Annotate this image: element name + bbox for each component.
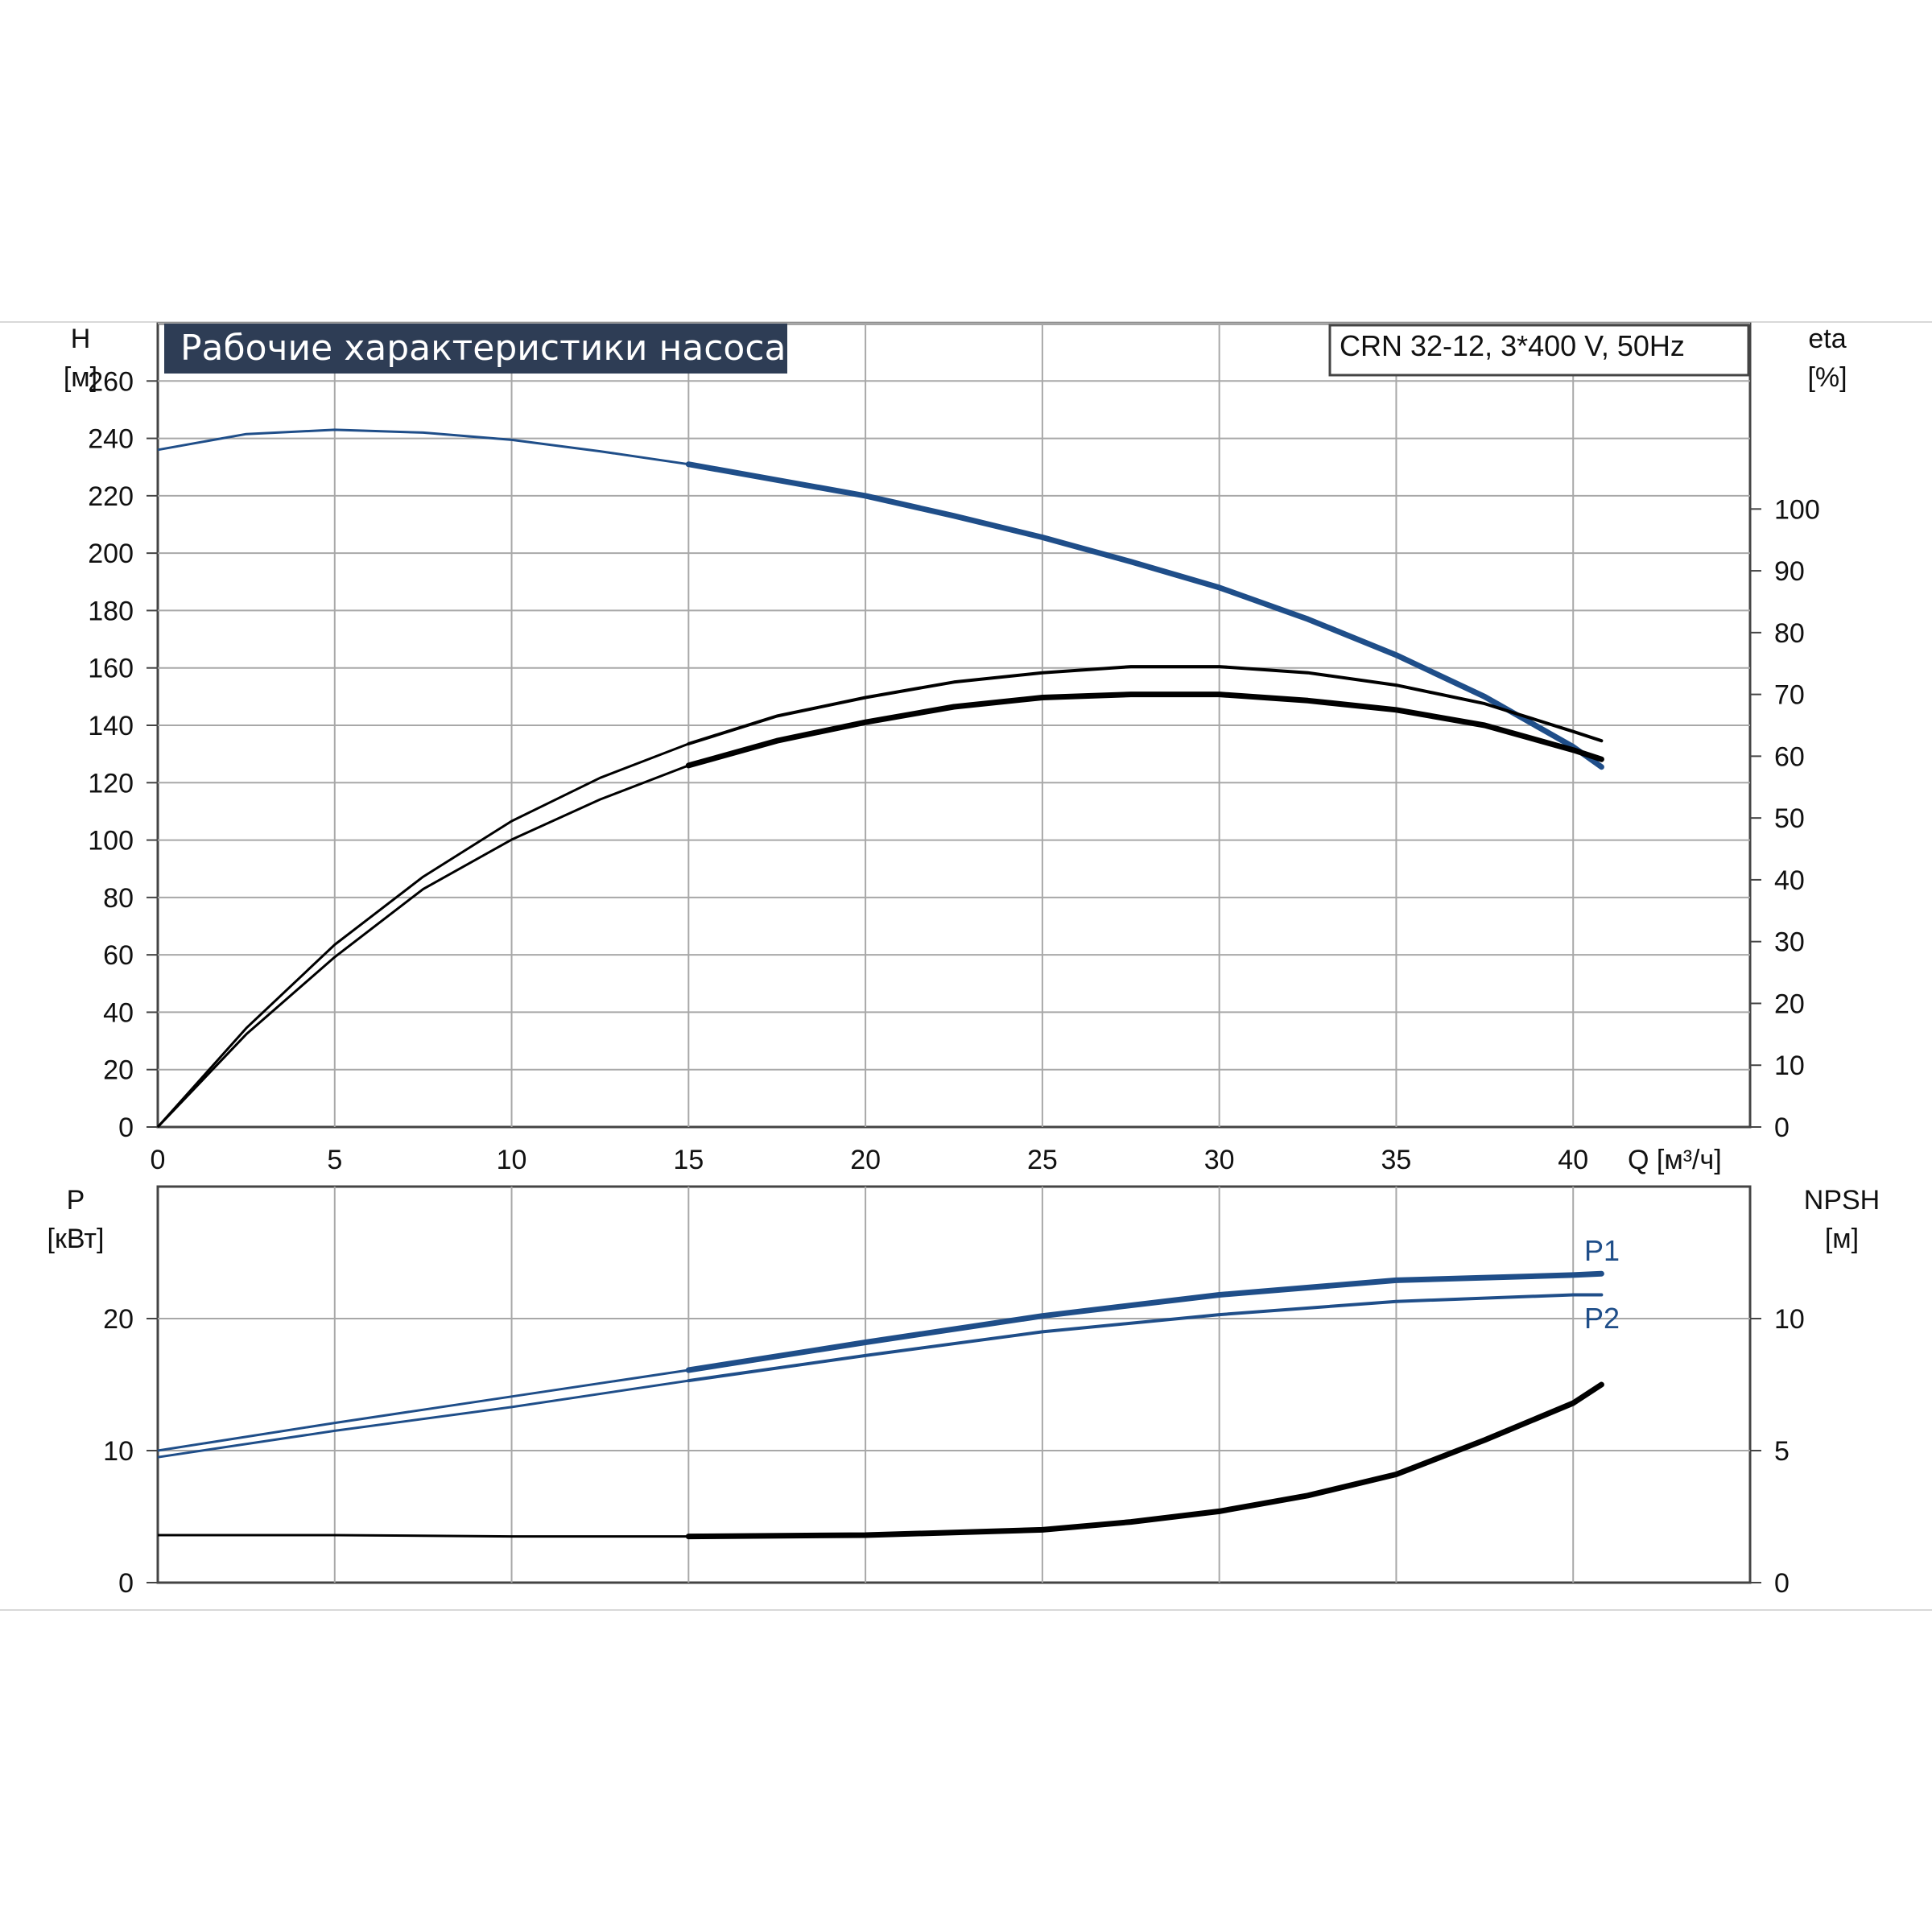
bottom-grid xyxy=(158,1187,1750,1583)
title-box xyxy=(164,324,787,374)
chart-subtitle: CRN 32-12, 3*400 V, 50Hz xyxy=(1340,329,1685,362)
y-tick-label: 260 xyxy=(88,366,134,397)
bottom-axes: 0 10 20 0 5 10 xyxy=(103,1304,1805,1599)
y-tick-label: 40 xyxy=(103,997,134,1028)
y2-tick-label: 60 xyxy=(1774,741,1805,772)
x-tick-label: 30 xyxy=(1204,1145,1235,1175)
y-axis-label-h: H xyxy=(71,324,91,354)
y-tick-label: 240 xyxy=(88,424,134,455)
y-tick-label: 80 xyxy=(103,883,134,914)
y2-axis-unit-npsh: [м] xyxy=(1825,1224,1859,1254)
x-tick-label: 5 xyxy=(327,1145,342,1175)
x-tick-label: 40 xyxy=(1558,1145,1588,1175)
eta-total-curve xyxy=(685,691,1604,769)
npsh-curve xyxy=(685,1381,1604,1540)
x-tick-label: 10 xyxy=(497,1145,527,1175)
y-tick-label: 140 xyxy=(88,711,134,741)
y-tick-label: 60 xyxy=(103,940,134,971)
series-label-p1: P1 xyxy=(1584,1234,1620,1267)
y-tick-label: 100 xyxy=(88,826,134,857)
y2-tick-label: 50 xyxy=(1774,803,1805,834)
y2-axis-unit-eta: [%] xyxy=(1807,362,1847,393)
model-box xyxy=(1328,324,1750,377)
p1-curve xyxy=(685,1270,1604,1373)
y2-tick-label: 10 xyxy=(1774,1304,1805,1335)
top-grid xyxy=(158,323,1750,1127)
y2-axis-label-npsh: NPSH xyxy=(1804,1185,1880,1216)
y-axis-unit-p: [кВт] xyxy=(47,1224,105,1254)
x-tick-label: 35 xyxy=(1381,1145,1412,1175)
y2-tick-label: 100 xyxy=(1774,494,1820,525)
y-tick-label: 200 xyxy=(88,539,134,569)
y2-axis-label-eta: eta xyxy=(1808,324,1846,354)
x-tick-label: 0 xyxy=(151,1145,166,1175)
chart-title: Рабочие характеристики насоса xyxy=(180,328,786,369)
y2-tick-label: 20 xyxy=(1774,989,1805,1019)
y-tick-label: 220 xyxy=(88,481,134,512)
y2-tick-label: 90 xyxy=(1774,556,1805,587)
y2-tick-label: 30 xyxy=(1774,927,1805,958)
top-axes: 0204060801001201401601802002202402600102… xyxy=(88,366,1819,1175)
y-axis-unit-h: [м] xyxy=(64,362,97,393)
eta-pump-curve xyxy=(687,665,1604,745)
y-tick-label: 160 xyxy=(88,654,134,684)
x-axis-label: Q [м³/ч] xyxy=(1628,1145,1722,1175)
y-tick-label: 10 xyxy=(103,1436,134,1467)
top-curves xyxy=(156,428,1604,1129)
y2-tick-label: 40 xyxy=(1774,865,1805,896)
bottom-curves xyxy=(157,1270,1604,1540)
bottom-plot-area xyxy=(156,1185,1752,1584)
head-curve xyxy=(685,461,1604,770)
y2-tick-label: 0 xyxy=(1774,1568,1790,1599)
y2-tick-label: 70 xyxy=(1774,680,1805,711)
y-tick-label: 0 xyxy=(118,1113,134,1143)
y2-tick-label: 0 xyxy=(1774,1113,1790,1143)
x-tick-label: 20 xyxy=(850,1145,881,1175)
y-tick-label: 20 xyxy=(103,1055,134,1086)
y-axis-label-p: P xyxy=(67,1185,85,1216)
x-tick-label: 15 xyxy=(673,1145,704,1175)
y-tick-label: 0 xyxy=(118,1568,134,1599)
y2-tick-label: 80 xyxy=(1774,618,1805,649)
y2-tick-label: 10 xyxy=(1774,1051,1805,1081)
x-tick-label: 25 xyxy=(1027,1145,1058,1175)
y-tick-label: 180 xyxy=(88,596,134,626)
series-label-p2: P2 xyxy=(1584,1302,1620,1335)
y-tick-label: 20 xyxy=(103,1304,134,1335)
p2-curve xyxy=(687,1293,1604,1383)
y2-tick-label: 5 xyxy=(1774,1436,1790,1467)
y-tick-label: 120 xyxy=(88,768,134,799)
